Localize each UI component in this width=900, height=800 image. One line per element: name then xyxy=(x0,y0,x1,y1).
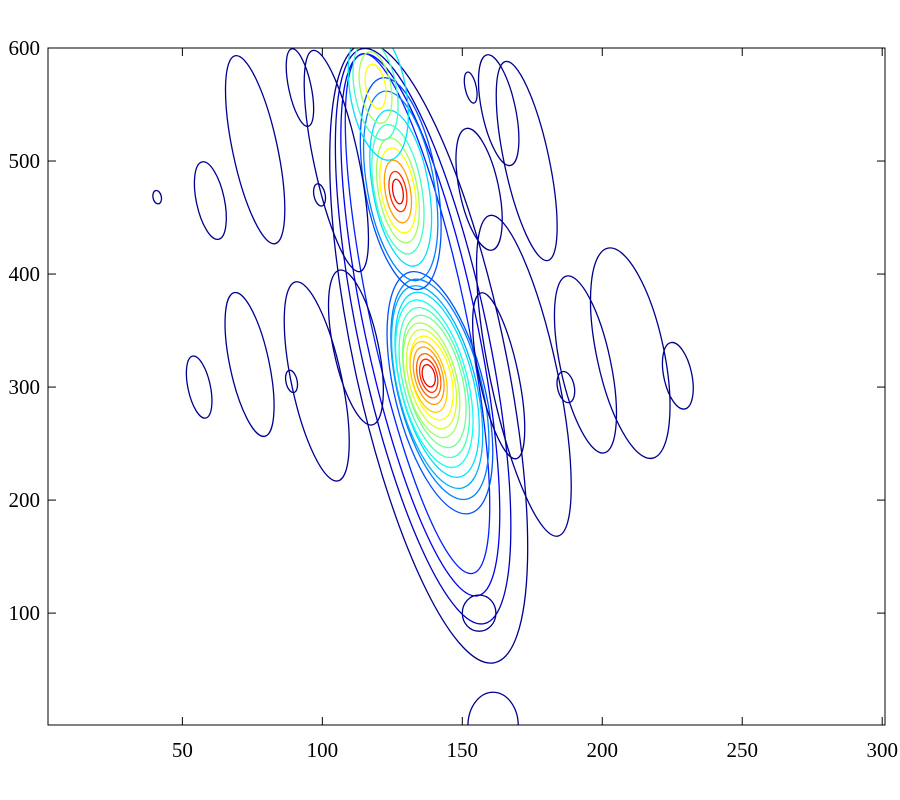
y-tick-label: 500 xyxy=(9,149,41,173)
contour-line xyxy=(363,90,439,282)
contour-line xyxy=(495,60,558,262)
contour-line xyxy=(334,48,512,625)
contour-line xyxy=(661,341,694,410)
contour-line xyxy=(463,71,478,104)
x-tick-label: 200 xyxy=(587,738,619,762)
contour-line xyxy=(395,299,474,469)
contour-line xyxy=(467,691,519,725)
contour-layer xyxy=(152,48,694,725)
contour-line xyxy=(391,178,404,205)
contour-line xyxy=(455,127,503,251)
contour-line xyxy=(283,281,350,482)
contour-line xyxy=(371,123,425,255)
contour-line xyxy=(224,291,275,438)
contour-line xyxy=(589,247,671,460)
contour-line xyxy=(461,594,497,632)
y-tick-label: 400 xyxy=(9,262,41,286)
contour-line xyxy=(152,189,163,205)
contour-line xyxy=(284,369,299,394)
y-tick-label: 100 xyxy=(9,601,41,625)
contour-line xyxy=(329,48,529,664)
contour-line xyxy=(553,275,618,454)
x-tick-label: 100 xyxy=(307,738,339,762)
contour-line xyxy=(409,340,448,413)
contour-line xyxy=(312,183,327,207)
contour-line xyxy=(352,48,399,141)
contour-line xyxy=(344,52,491,575)
contour-line xyxy=(418,358,439,393)
contour-line xyxy=(421,364,436,388)
contour-line xyxy=(303,49,370,273)
contour-line xyxy=(285,48,315,127)
y-tick-label: 300 xyxy=(9,375,41,399)
contour-line xyxy=(415,353,442,399)
contour-line xyxy=(347,48,409,161)
x-tick-label: 300 xyxy=(866,738,898,762)
contour-line xyxy=(388,170,408,213)
y-tick-label: 200 xyxy=(9,488,41,512)
y-tick-label: 600 xyxy=(9,36,41,60)
contour-line xyxy=(475,214,572,537)
contour-line xyxy=(405,328,458,430)
contour-line xyxy=(193,161,227,241)
contour-line xyxy=(379,147,417,234)
plot-frame xyxy=(47,47,886,726)
contour-line xyxy=(358,51,393,124)
contour-line xyxy=(477,54,520,167)
contour-line xyxy=(383,159,413,224)
contour-line xyxy=(386,270,494,515)
contour-line xyxy=(390,285,484,490)
contour-line xyxy=(364,63,387,110)
contour-line xyxy=(185,355,213,419)
contour-line xyxy=(224,54,286,245)
contour-line xyxy=(472,292,526,460)
contour-line xyxy=(398,306,471,459)
contour-line xyxy=(327,269,384,426)
contour-line xyxy=(402,322,461,439)
x-tick-label: 150 xyxy=(447,738,479,762)
x-tick-label: 50 xyxy=(172,738,193,762)
contour-line xyxy=(369,109,433,267)
contour-line xyxy=(412,346,445,406)
x-tick-label: 250 xyxy=(726,738,758,762)
